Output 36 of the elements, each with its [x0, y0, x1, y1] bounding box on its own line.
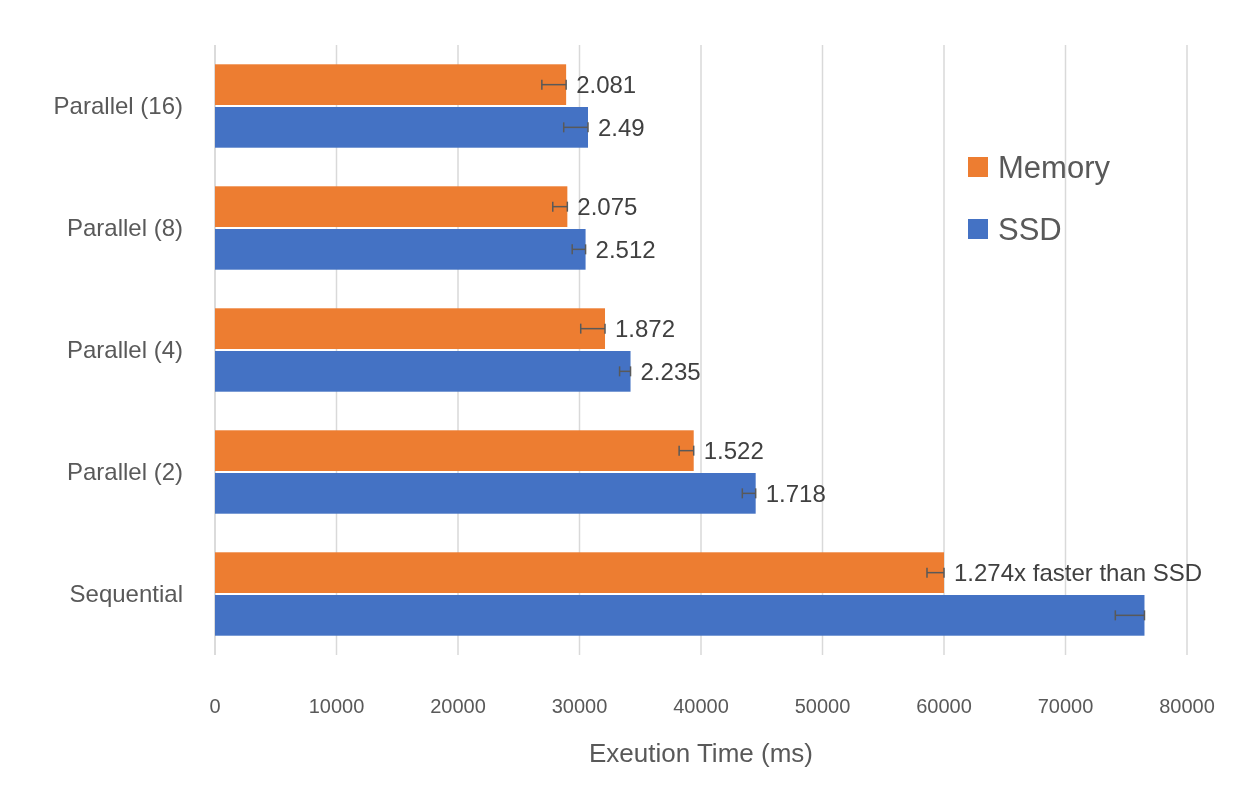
bar [215, 308, 606, 349]
x-tick-label: 0 [209, 695, 221, 717]
annotation: 2.49 [598, 113, 645, 141]
y-tick-label: Parallel (4) [66, 336, 183, 364]
annotation: 1.522 [703, 437, 764, 465]
y-tick-label: Parallel (8) [66, 214, 183, 242]
bar [215, 473, 756, 514]
x-tick-label: 60000 [916, 695, 972, 717]
bar [215, 351, 631, 392]
x-tick-label: 10000 [308, 695, 365, 717]
y-tick-label: Parallel (2) [66, 458, 183, 486]
x-tick-label: 80000 [1159, 695, 1215, 717]
bar [215, 186, 568, 227]
x-tick-label: 30000 [551, 695, 608, 717]
annotation: 1.872 [615, 315, 676, 343]
x-tick-label: 20000 [430, 695, 486, 717]
x-tick-label: 50000 [794, 695, 851, 717]
bar [215, 229, 586, 270]
legend-label: Memory [998, 149, 1111, 185]
annotation: 2.512 [595, 235, 656, 263]
x-axis-title: Exeution Time (ms) [589, 738, 813, 768]
annotation: 2.235 [640, 357, 701, 385]
bar [215, 107, 589, 148]
bar [215, 552, 944, 593]
y-tick-label: Parallel (16) [53, 92, 183, 120]
annotation: 1.718 [765, 479, 826, 507]
bar [215, 64, 567, 105]
x-tick-label: 70000 [1037, 695, 1094, 717]
legend-label: SSD [998, 211, 1062, 247]
bar [215, 430, 694, 471]
y-tick-label: Sequential [69, 580, 183, 608]
annotation: 2.081 [576, 71, 637, 99]
annotation: 2.075 [577, 193, 638, 221]
bar [215, 595, 1145, 636]
x-tick-label: 40000 [673, 695, 729, 717]
annotation: 1.274x faster than SSD [954, 559, 1203, 587]
